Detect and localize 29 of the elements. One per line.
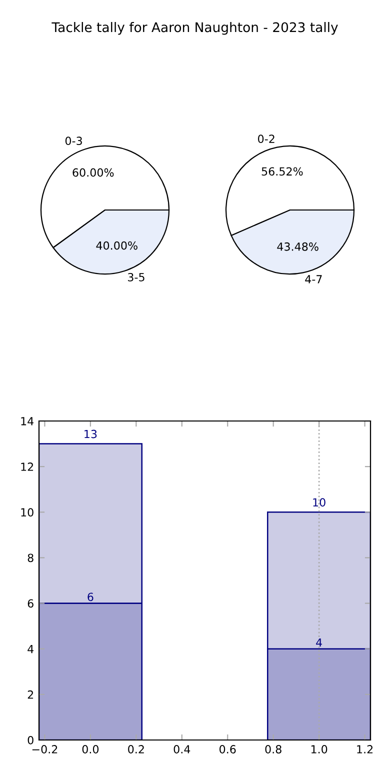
slice-label: 0-2 (258, 134, 274, 144)
y-tick-label: 8 (28, 554, 34, 562)
data-label: 43.48% (277, 242, 318, 251)
data-label: 60.00% (72, 168, 114, 177)
x-tick-label: 0.4 (174, 745, 190, 754)
x-tick-label: 0.2 (128, 745, 144, 754)
slice-label: 3-5 (128, 272, 144, 282)
y-tick-label: 14 (21, 417, 34, 426)
y-tick-label: 10 (21, 508, 34, 517)
y-tick-label: 2 (28, 690, 34, 699)
x-tick-label: 0.8 (265, 745, 282, 754)
data-label: 40.00% (96, 241, 138, 250)
x-tick-label: 1.2 (357, 745, 373, 754)
x-tick-label: 0.0 (82, 745, 99, 754)
chart-title: Tackle tally for Aaron Naughton - 2023 tally (52, 22, 338, 35)
y-tick-label: 0 (28, 736, 34, 744)
slice-label: 4-7 (305, 275, 322, 284)
data-label: 56.52% (262, 167, 303, 176)
total-label: 10 (313, 498, 326, 507)
x-tick-label: 1.0 (311, 745, 328, 754)
y-tick-label: 4 (28, 644, 34, 654)
data-label: 6 (88, 592, 94, 602)
data-label: 4 (316, 638, 322, 647)
slice-label: 0-3 (65, 136, 82, 146)
y-tick-label: 12 (21, 462, 34, 471)
x-tick-label: −0.2 (32, 745, 58, 754)
y-tick-label: 6 (28, 599, 34, 608)
x-tick-label: 0.6 (220, 745, 236, 754)
total-label: 13 (84, 430, 97, 438)
